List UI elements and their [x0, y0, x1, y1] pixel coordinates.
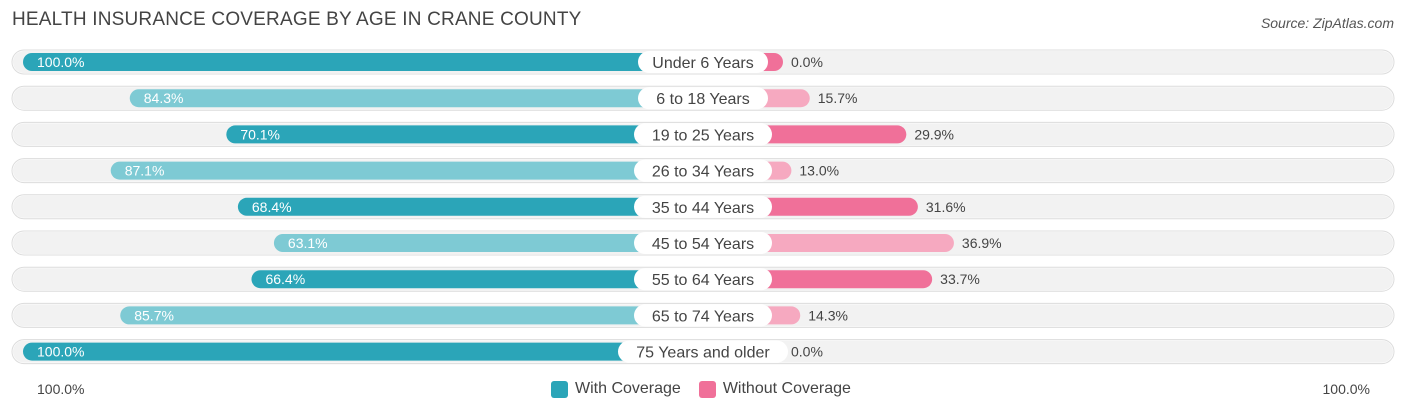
value-label-with-coverage: 100.0% — [37, 344, 84, 360]
value-label-without-coverage: 29.9% — [914, 126, 954, 142]
bar-with-coverage — [129, 89, 703, 108]
category-pill — [638, 51, 768, 73]
bar-with-coverage — [273, 234, 703, 252]
bar-with-coverage — [120, 306, 704, 325]
value-label-with-coverage: 68.4% — [252, 199, 292, 215]
chart-area: 100.0% 0.0% Under 6 Years 84.3% 15.7% 6 to 18… — [11, 49, 1395, 365]
value-label-without-coverage: 13.0% — [799, 163, 839, 179]
chart-title: HEALTH INSURANCE COVERAGE BY AGE IN CRAN… — [12, 9, 582, 30]
bar-with-coverage — [251, 270, 704, 289]
category-label: 55 to 64 Years — [652, 272, 754, 289]
legend-item-with-coverage: With Coverage — [551, 380, 681, 398]
category-pill — [634, 123, 772, 146]
legend-swatch-without-coverage — [698, 380, 716, 398]
value-label-with-coverage: 70.1% — [240, 126, 280, 142]
legend: With Coverage Without Coverage — [551, 380, 869, 398]
value-label-with-coverage: 87.1% — [125, 163, 165, 179]
category-pill — [618, 340, 788, 363]
value-label-without-coverage: 31.6% — [926, 199, 966, 215]
value-label-without-coverage: 0.0% — [791, 54, 823, 70]
legend-item-without-coverage: Without Coverage — [698, 380, 851, 398]
category-label: 26 to 34 Years — [652, 164, 754, 181]
value-label-with-coverage: 66.4% — [265, 271, 305, 287]
category-label: 6 to 18 Years — [656, 91, 749, 108]
bar-with-coverage — [226, 125, 703, 144]
category-pill — [634, 268, 772, 291]
bar-with-coverage — [237, 197, 703, 216]
value-label-with-coverage: 85.7% — [134, 307, 174, 323]
category-pill — [634, 304, 772, 327]
axis-right-label: 100.0% — [1322, 381, 1370, 397]
axis-left-label: 100.0% — [37, 381, 85, 397]
category-pill — [634, 195, 772, 218]
category-pill — [634, 232, 772, 254]
value-label-without-coverage: 33.7% — [940, 271, 980, 287]
value-label-without-coverage: 36.9% — [962, 235, 1002, 251]
bar-with-coverage — [23, 53, 703, 71]
bar-with-coverage — [110, 161, 704, 180]
value-label-with-coverage: 63.1% — [288, 235, 328, 251]
category-pill — [638, 87, 768, 110]
value-label-without-coverage: 0.0% — [791, 344, 823, 360]
value-label-with-coverage: 84.3% — [144, 90, 184, 106]
value-label-with-coverage: 100.0% — [37, 54, 84, 70]
category-label: 45 to 54 Years — [652, 236, 754, 253]
legend-swatch-with-coverage — [551, 380, 568, 398]
category-label: Under 6 Years — [652, 55, 753, 72]
value-label-without-coverage: 14.3% — [808, 307, 848, 323]
category-label: 35 to 44 Years — [652, 200, 754, 217]
category-label: 19 to 25 Years — [652, 127, 754, 144]
value-label-without-coverage: 15.7% — [818, 90, 858, 106]
legend-label-with-coverage: With Coverage — [575, 380, 681, 397]
category-pill — [634, 159, 772, 182]
legend-label-without-coverage: Without Coverage — [722, 380, 851, 397]
category-label: 65 to 74 Years — [652, 308, 754, 325]
source-label: Source: ZipAtlas.com — [1260, 15, 1394, 31]
category-label: 75 Years and older — [636, 345, 770, 362]
bar-with-coverage — [23, 342, 703, 361]
